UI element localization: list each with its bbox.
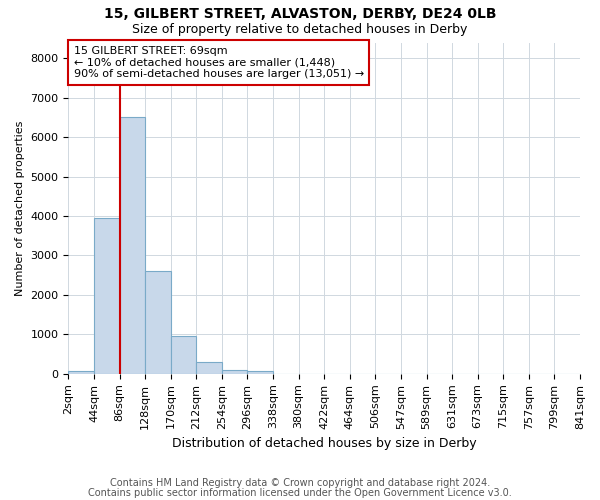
Bar xyxy=(94,218,119,374)
Bar xyxy=(145,272,171,374)
Bar xyxy=(171,336,196,374)
Text: Contains HM Land Registry data © Crown copyright and database right 2024.: Contains HM Land Registry data © Crown c… xyxy=(110,478,490,488)
Y-axis label: Number of detached properties: Number of detached properties xyxy=(15,120,25,296)
Text: 15, GILBERT STREET, ALVASTON, DERBY, DE24 0LB: 15, GILBERT STREET, ALVASTON, DERBY, DE2… xyxy=(104,8,496,22)
Text: Contains public sector information licensed under the Open Government Licence v3: Contains public sector information licen… xyxy=(88,488,512,498)
Bar xyxy=(196,362,222,374)
Bar xyxy=(119,118,145,374)
Text: Size of property relative to detached houses in Derby: Size of property relative to detached ho… xyxy=(133,22,467,36)
Text: 15 GILBERT STREET: 69sqm
← 10% of detached houses are smaller (1,448)
90% of sem: 15 GILBERT STREET: 69sqm ← 10% of detach… xyxy=(74,46,364,79)
X-axis label: Distribution of detached houses by size in Derby: Distribution of detached houses by size … xyxy=(172,437,476,450)
Bar xyxy=(247,371,273,374)
Bar xyxy=(68,371,94,374)
Bar xyxy=(222,370,247,374)
